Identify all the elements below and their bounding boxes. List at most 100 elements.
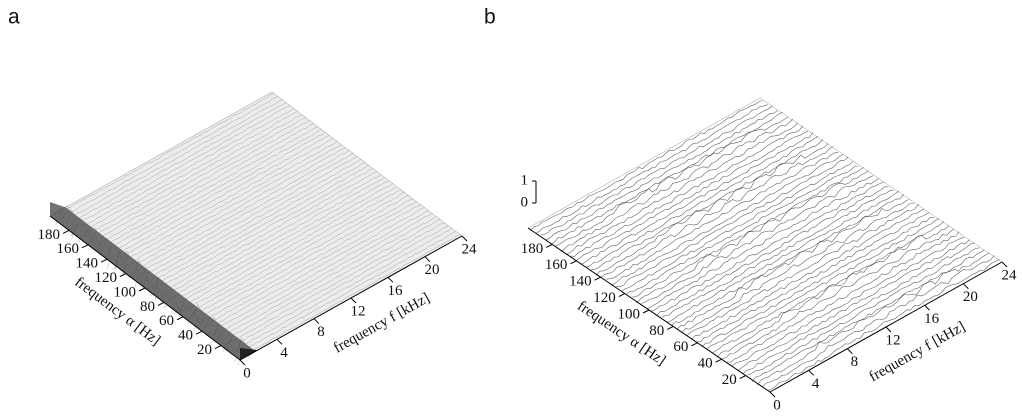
surface-texture xyxy=(83,117,306,240)
x-tick xyxy=(715,358,722,363)
surface-texture xyxy=(742,242,975,375)
y-tick-label: 12 xyxy=(886,332,901,348)
x-tick-label: 60 xyxy=(159,313,174,329)
surface-texture xyxy=(130,153,354,278)
surface-texture xyxy=(616,156,849,288)
x-tick xyxy=(138,287,146,292)
surface-texture xyxy=(237,234,461,366)
surface-texture xyxy=(570,125,804,257)
surface-texture xyxy=(641,175,874,304)
surface-texture xyxy=(51,93,275,219)
x-tick-label: 180 xyxy=(521,241,544,257)
surface-texture xyxy=(142,162,366,289)
x-tick-label: 40 xyxy=(698,356,713,372)
y-tick-label: 4 xyxy=(812,376,820,392)
surface-texture xyxy=(123,148,346,275)
surface-texture xyxy=(67,105,290,236)
y-tick xyxy=(1001,261,1008,268)
x-tick-label: 80 xyxy=(649,323,664,339)
surface-texture xyxy=(626,165,859,296)
surface-texture xyxy=(595,143,829,276)
surface-texture xyxy=(722,228,955,359)
x-tick xyxy=(618,293,626,298)
x-tick-label: 160 xyxy=(545,257,568,273)
surface-texture xyxy=(757,252,990,386)
surface-texture xyxy=(565,122,799,255)
surface-texture xyxy=(621,160,854,292)
x-tick-label: 100 xyxy=(114,284,137,300)
y-tick xyxy=(424,256,431,263)
surface-texture xyxy=(222,222,445,353)
surface-texture xyxy=(103,132,326,261)
surface-texture xyxy=(540,105,773,236)
surface-texture xyxy=(671,194,904,326)
surface-texture xyxy=(585,136,819,268)
surface-texture xyxy=(111,137,334,269)
x-tick-label: 80 xyxy=(140,299,155,315)
surface-texture xyxy=(59,99,283,226)
surface-texture xyxy=(646,178,879,310)
x-tick-label: 60 xyxy=(673,339,688,355)
x-tick-label: 20 xyxy=(197,342,212,358)
surface-texture xyxy=(162,176,385,308)
x-tick xyxy=(570,260,577,265)
surface-texture xyxy=(170,183,393,315)
surface-texture xyxy=(127,149,350,279)
surface-texture xyxy=(696,212,930,343)
surface-texture xyxy=(154,171,377,301)
x-tick-label: 100 xyxy=(618,306,641,322)
surface-texture xyxy=(202,207,425,334)
surface-texture xyxy=(767,259,1000,391)
surface-texture xyxy=(716,225,950,358)
x-tick xyxy=(739,375,747,380)
panel-label: b xyxy=(484,6,496,29)
y-tick-label: 24 xyxy=(462,241,478,257)
surface-texture xyxy=(71,107,294,240)
y-tick xyxy=(846,348,853,355)
surface-texture xyxy=(701,217,934,347)
x-tick-label: 20 xyxy=(722,372,737,388)
surface-texture xyxy=(737,239,970,372)
surface-texture xyxy=(214,216,437,341)
surface-texture xyxy=(732,236,965,367)
surface-texture xyxy=(55,96,278,225)
surface-texture xyxy=(752,249,985,382)
surface-texture xyxy=(575,130,809,261)
surface-texture xyxy=(107,135,330,269)
y-tick-label: 8 xyxy=(317,324,325,340)
x-tick xyxy=(666,325,674,330)
surface-texture xyxy=(174,186,397,314)
x-tick xyxy=(81,244,89,249)
surface-texture xyxy=(656,186,889,316)
x-tick xyxy=(119,273,127,278)
y-tick-label: 24 xyxy=(1002,267,1018,283)
surface-texture xyxy=(134,156,358,288)
surface-texture xyxy=(91,123,314,252)
y-tick-label: 0 xyxy=(243,365,251,381)
surface-texture xyxy=(706,218,940,350)
surface-texture xyxy=(606,152,839,280)
x-tick xyxy=(176,316,184,321)
y-tick xyxy=(276,338,283,345)
z-tick-label: 0 xyxy=(521,194,529,210)
surface-texture xyxy=(198,204,421,329)
surface-texture xyxy=(651,181,884,312)
surface-texture xyxy=(686,203,920,337)
surface-texture xyxy=(178,190,401,321)
x-tick xyxy=(157,301,165,306)
x-tick-label: 160 xyxy=(57,241,80,257)
surface-texture xyxy=(95,126,318,252)
surface-texture xyxy=(166,180,389,301)
front-ridge xyxy=(50,202,256,360)
surface-texture xyxy=(230,228,453,355)
surface-texture xyxy=(691,208,925,340)
x-tick xyxy=(214,345,222,350)
y-tick-label: 0 xyxy=(773,397,781,413)
surface-texture xyxy=(590,139,824,271)
y-tick xyxy=(461,235,468,242)
z-tick-label: 1 xyxy=(521,172,529,188)
y-tick-label: 4 xyxy=(280,345,288,361)
y-tick xyxy=(769,391,776,398)
surface-texture xyxy=(580,132,814,265)
